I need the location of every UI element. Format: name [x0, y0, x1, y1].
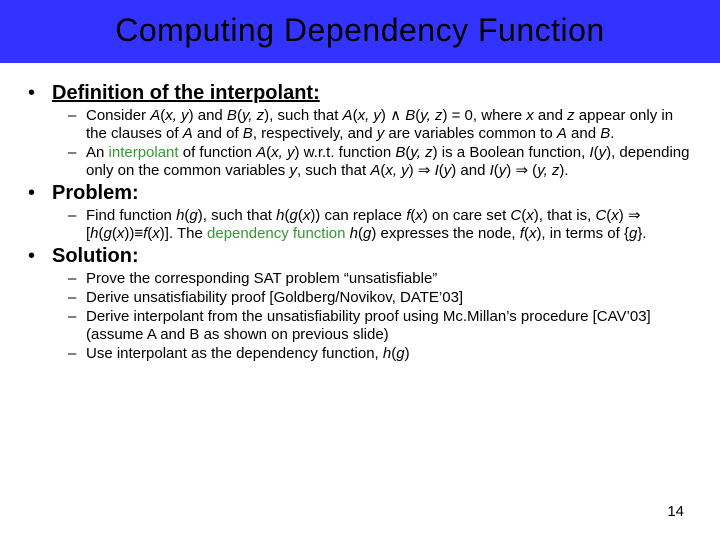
sub-item: – Derive interpolant from the unsatisfia…	[68, 308, 692, 344]
sub-item: – Derive unsatisfiability proof [Goldber…	[68, 289, 692, 307]
item-text: An interpolant of function A(x, y) w.r.t…	[86, 144, 692, 180]
heading-text: Problem:	[52, 181, 139, 205]
sub-item: – Consider A(x, y) and B(y, z), such tha…	[68, 107, 692, 143]
item-text: Derive interpolant from the unsatisfiabi…	[86, 308, 692, 344]
section-heading: • Definition of the interpolant:	[28, 81, 692, 105]
item-text: Derive unsatisfiability proof [Goldberg/…	[86, 289, 463, 307]
page-number: 14	[667, 503, 684, 520]
bullet-marker: •	[28, 244, 52, 268]
sub-item: – Find function h(g), such that h(g(x)) …	[68, 207, 692, 243]
dash-marker: –	[68, 270, 86, 288]
heading-text: Definition of the interpolant:	[52, 81, 320, 105]
title-bar: Computing Dependency Function	[0, 0, 720, 63]
sub-item: – Prove the corresponding SAT problem “u…	[68, 270, 692, 288]
heading-text: Solution:	[52, 244, 139, 268]
slide-title: Computing Dependency Function	[0, 12, 720, 49]
item-text: Consider A(x, y) and B(y, z), such that …	[86, 107, 692, 143]
bullet-marker: •	[28, 81, 52, 105]
item-text: Find function h(g), such that h(g(x)) ca…	[86, 207, 692, 243]
dash-marker: –	[68, 289, 86, 307]
dash-marker: –	[68, 345, 86, 363]
dash-marker: –	[68, 144, 86, 180]
dash-marker: –	[68, 107, 86, 143]
sub-item: – An interpolant of function A(x, y) w.r…	[68, 144, 692, 180]
sub-item: – Use interpolant as the dependency func…	[68, 345, 692, 363]
item-text: Use interpolant as the dependency functi…	[86, 345, 410, 363]
bullet-marker: •	[28, 181, 52, 205]
slide-content: • Definition of the interpolant: – Consi…	[0, 63, 720, 363]
section-heading: • Problem:	[28, 181, 692, 205]
section-heading: • Solution:	[28, 244, 692, 268]
dash-marker: –	[68, 207, 86, 243]
item-text: Prove the corresponding SAT problem “uns…	[86, 270, 437, 288]
dash-marker: –	[68, 308, 86, 344]
